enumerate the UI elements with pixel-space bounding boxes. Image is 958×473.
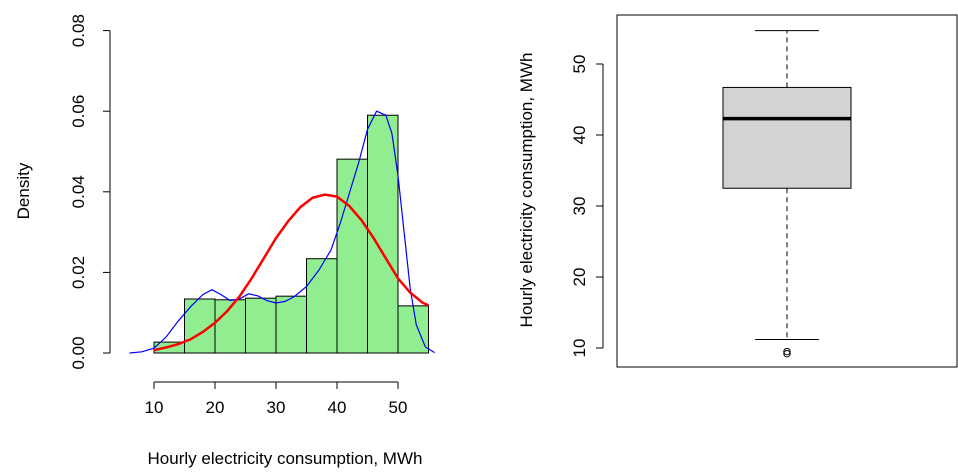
y-tick-label: 0.04 <box>69 175 88 208</box>
interquartile-box <box>722 86 852 189</box>
boxplot-y-tick-label: 50 <box>570 55 589 74</box>
histogram-bar <box>367 114 399 354</box>
boxplot-y-tick-label: 10 <box>570 339 589 358</box>
kde-density-line <box>129 110 435 354</box>
x-tick-label: 30 <box>267 398 286 417</box>
histogram-bars <box>153 114 429 354</box>
x-tick-label: 50 <box>389 398 408 417</box>
histogram-x-axis-title: Hourly electricity consumption, MWh <box>148 449 423 468</box>
boxplot-panel: 10 20 30 40 50 Hourly electricity consumptio… <box>517 14 958 368</box>
boxplot-y-tick-label: 40 <box>570 126 589 145</box>
histogram-bar <box>397 305 429 354</box>
normal-curve-group <box>153 193 430 352</box>
y-tick-label: 0.08 <box>69 14 88 47</box>
histogram-bar <box>336 158 368 354</box>
boxplot-elements <box>722 30 852 358</box>
y-tick-label: 0.02 <box>69 256 88 289</box>
histogram-panel: 10 20 30 40 50 0.00 0.02 0.04 0.06 0.08 Hourly e… <box>14 14 435 468</box>
histogram-bar <box>275 295 307 354</box>
y-tick-label: 0.00 <box>69 336 88 369</box>
y-tick-label: 0.06 <box>69 95 88 128</box>
x-tick-label: 40 <box>328 398 347 417</box>
boxplot-y-axis-title: Hourly electricity consumption, MWh <box>517 53 536 328</box>
x-tick-label: 20 <box>206 398 225 417</box>
boxplot-y-tick-label: 30 <box>570 197 589 216</box>
histogram-bar <box>245 297 277 354</box>
x-tick-label: 10 <box>145 398 164 417</box>
boxplot-frame <box>616 14 958 368</box>
histogram-y-axis: 0.00 0.02 0.04 0.06 0.08 <box>69 14 111 370</box>
kde-density-curve-group <box>129 110 435 354</box>
outlier-point <box>783 349 791 358</box>
histogram-y-axis-title: Density <box>14 162 33 219</box>
boxplot-y-tick-label: 20 <box>570 268 589 287</box>
boxplot-y-axis: 10 20 30 40 50 <box>570 55 604 358</box>
histogram-x-axis: 10 20 30 40 50 <box>145 381 408 417</box>
histogram-bar <box>306 258 338 354</box>
outlier-point <box>783 347 791 356</box>
normal-density-line <box>153 193 430 352</box>
